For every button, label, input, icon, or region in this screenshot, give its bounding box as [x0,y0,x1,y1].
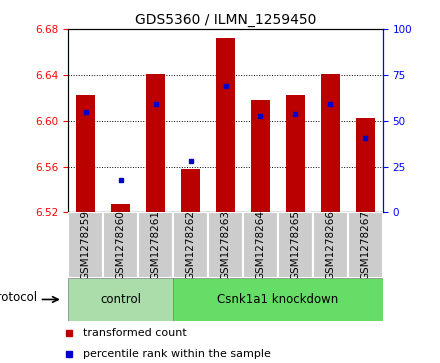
Bar [278,212,313,278]
Bar [173,212,208,278]
Text: percentile rank within the sample: percentile rank within the sample [83,349,271,359]
Bar [103,212,138,278]
Bar [286,95,305,212]
Bar [111,204,130,212]
Bar [138,212,173,278]
Bar [146,74,165,212]
Bar [181,169,200,212]
Bar [173,278,383,321]
Text: GSM1278259: GSM1278259 [81,210,91,280]
Bar [76,95,95,212]
Bar [321,74,340,212]
Text: GSM1278266: GSM1278266 [325,210,335,280]
Bar [68,212,103,278]
Title: GDS5360 / ILMN_1259450: GDS5360 / ILMN_1259450 [135,13,316,26]
Text: control: control [100,293,141,306]
Text: GSM1278265: GSM1278265 [290,210,301,280]
Text: protocol: protocol [0,291,37,304]
Text: GSM1278264: GSM1278264 [256,210,265,280]
Text: transformed count: transformed count [83,328,187,338]
Text: GSM1278262: GSM1278262 [186,210,195,280]
Text: Csnk1a1 knockdown: Csnk1a1 knockdown [217,293,338,306]
Bar [216,38,235,212]
Bar [68,278,173,321]
Bar [243,212,278,278]
Bar [251,100,270,212]
Bar [313,212,348,278]
Bar [356,118,375,212]
Text: GSM1278261: GSM1278261 [150,210,161,280]
Bar [208,212,243,278]
Text: GSM1278263: GSM1278263 [220,210,231,280]
Text: GSM1278260: GSM1278260 [116,210,126,280]
Text: GSM1278267: GSM1278267 [360,210,370,280]
Bar [348,212,383,278]
